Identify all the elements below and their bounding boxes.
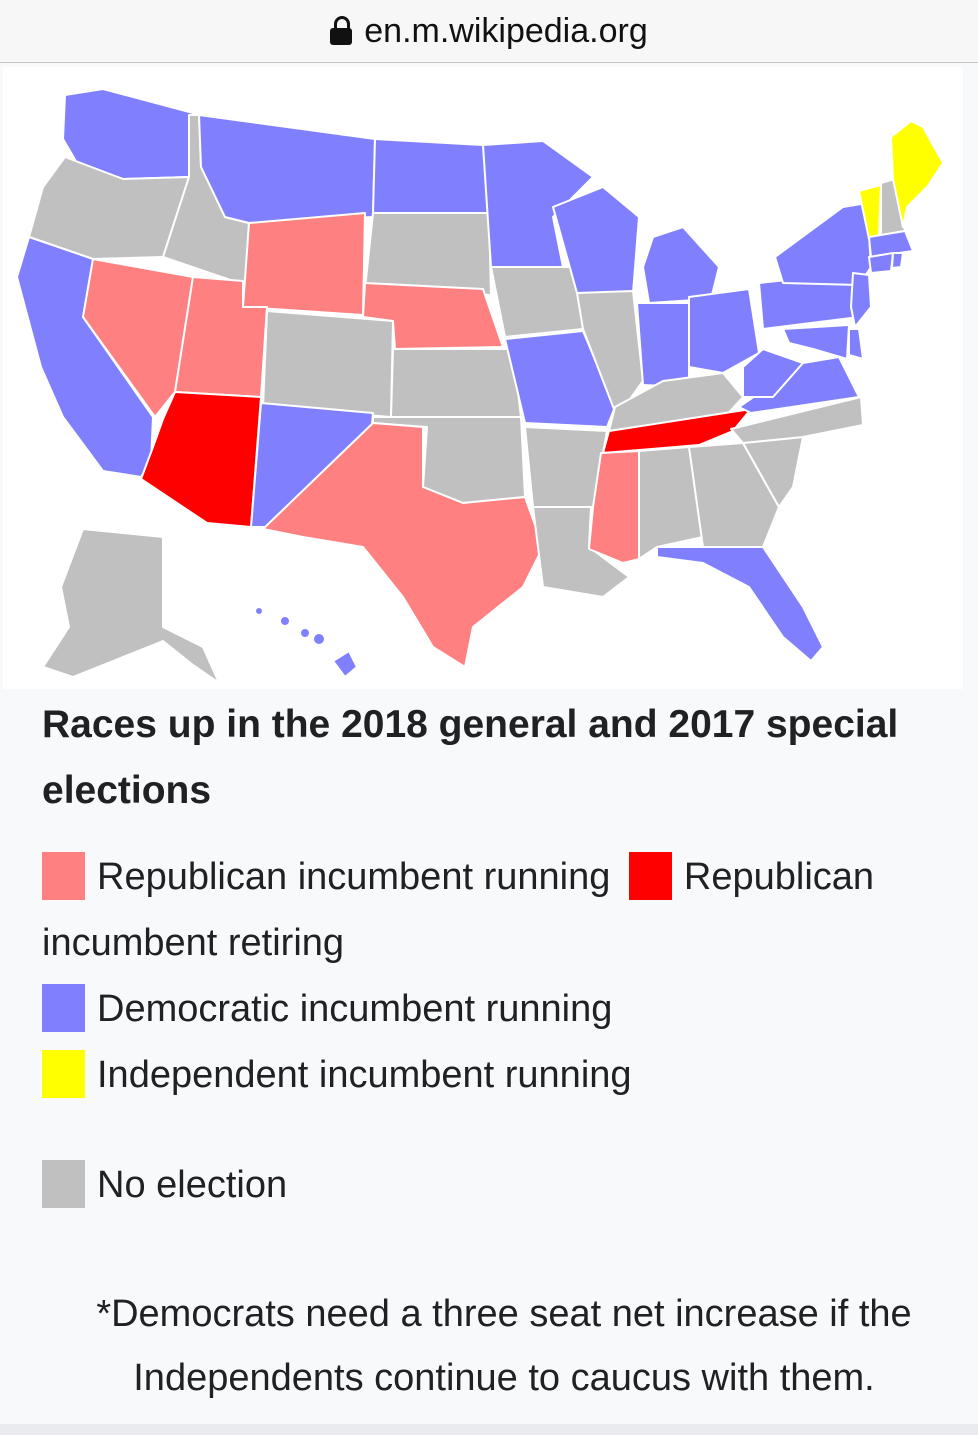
state-nd: [372, 138, 490, 214]
legend-swatch: [42, 1050, 85, 1098]
state-in: [636, 302, 690, 388]
legend-line: Democratic incumbent running: [42, 976, 967, 1042]
state-hi-island: [299, 627, 311, 639]
us-map-svg: [16, 88, 944, 684]
state-wv: [742, 348, 804, 398]
browser-address-bar[interactable]: en.m.wikipedia.org: [0, 0, 978, 63]
state-md: [782, 324, 850, 360]
state-ri: [891, 252, 904, 269]
legend-swatch: [42, 1160, 85, 1208]
legend-swatch: [42, 984, 85, 1032]
legend-swatch: [42, 852, 85, 900]
footnote: *Democrats need a three seat net increas…: [96, 1293, 912, 1399]
state-sd: [364, 212, 492, 296]
state-wy: [242, 212, 366, 316]
state-ia: [490, 266, 584, 338]
state-hi: [332, 650, 358, 678]
state-mt: [198, 114, 376, 224]
legend-line: Independent incumbent running: [42, 1042, 967, 1108]
state-hi-island: [312, 632, 326, 646]
us-senate-map[interactable]: [3, 67, 963, 689]
legend-label: Republican incumbent retiring: [42, 856, 875, 964]
state-mo: [504, 330, 616, 428]
legend-label: Democratic incumbent running: [97, 988, 613, 1030]
state-tx: [262, 422, 544, 668]
state-nj: [850, 272, 872, 328]
state-hi-island: [254, 606, 264, 616]
state-me: [890, 120, 944, 228]
lock-icon: [330, 16, 353, 46]
state-al: [638, 446, 704, 560]
state-oh: [688, 288, 760, 374]
state-tn: [602, 408, 752, 454]
legend-label: Independent incumbent running: [97, 1054, 632, 1096]
legend-label: No election: [97, 1164, 288, 1206]
legend-line: Republican incumbent running Republican …: [42, 844, 967, 976]
legend-swatch: [628, 852, 672, 900]
state-mi: [642, 226, 720, 304]
map-legend: Republican incumbent running Republican …: [42, 844, 967, 1218]
state-de: [848, 328, 864, 360]
state-fl: [656, 546, 824, 662]
state-la: [532, 506, 630, 598]
map-caption: Races up in the 2018 general and 2017 sp…: [42, 703, 899, 812]
url-display[interactable]: en.m.wikipedia.org: [330, 11, 648, 51]
bottom-bar: [0, 1424, 978, 1435]
state-ma: [868, 230, 914, 258]
url-text: en.m.wikipedia.org: [364, 11, 648, 50]
state-co: [262, 310, 394, 418]
state-or: [28, 156, 190, 260]
state-ak: [42, 528, 220, 684]
state-ks: [390, 348, 522, 418]
state-ct: [868, 252, 894, 274]
state-wi: [552, 186, 640, 294]
state-nv: [82, 258, 194, 418]
legend-line: No election: [42, 1152, 967, 1218]
legend-label: Republican incumbent running: [97, 856, 611, 898]
state-hi-island: [279, 615, 291, 627]
state-nc: [730, 396, 864, 444]
